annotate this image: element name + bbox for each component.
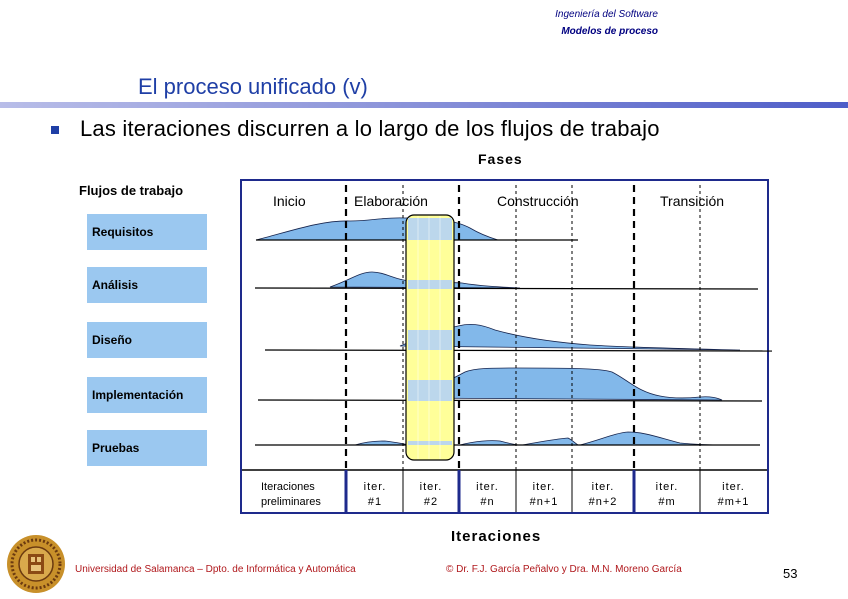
effort-areas [255, 217, 741, 446]
effort-area-pruebas-2 [459, 440, 521, 446]
workflows-heading: Flujos de trabajo [79, 183, 184, 198]
workflow-analisis: Análisis [87, 267, 207, 303]
effort-area-requisitos [255, 217, 499, 241]
workflow-requisitos: Requisitos [87, 214, 207, 250]
iterations-heading: Iteraciones [451, 528, 542, 545]
footer-authors: © Dr. F.J. García Peñalvo y Dra. M.N. Mo… [446, 564, 682, 575]
phase-construccion: Construcción [497, 193, 579, 209]
iteration-row-separators [402, 470, 701, 512]
header-topic: Modelos de proceso [561, 26, 658, 37]
iteration-number: #m [658, 496, 676, 508]
iteration-n-plus-2: iter. #n+2 [572, 480, 634, 510]
bullet-square-icon [51, 126, 59, 134]
iteration-label: iter. [722, 481, 745, 493]
iteration-number: #1 [367, 496, 383, 508]
baseline-implementacion [257, 399, 763, 402]
iteration-2: iter. #2 [403, 480, 459, 510]
title-underline [0, 102, 848, 108]
iteration-label: iter. [655, 481, 679, 493]
baseline-analisis [254, 287, 759, 290]
page-number: 53 [783, 566, 798, 581]
phase-transicion: Transición [660, 193, 725, 209]
iteration-m-plus-1: iter. #m+1 [700, 480, 767, 510]
iteration-number: #m+1 [717, 496, 750, 508]
header-course: Ingeniería del Software [555, 9, 658, 20]
iteration-label: iter. [419, 481, 443, 493]
effort-area-pruebas-3 [521, 437, 580, 446]
phases-iterations-frame [240, 179, 769, 514]
iteration-number: #2 [423, 496, 439, 508]
iteration-number: #n+2 [588, 496, 618, 508]
iteration-2-highlight [405, 214, 455, 461]
phase-elaboracion: Elaboración [354, 193, 428, 209]
bullet-text: Las iteraciones discurren a lo largo de … [80, 116, 660, 141]
iteration-label: Iteraciones [261, 481, 315, 493]
iteration-preliminares: Iteraciones preliminares [244, 480, 344, 510]
iteration-label: iter. [363, 481, 387, 493]
iteration-label: iter. [476, 481, 499, 493]
workflow-diseno: Diseño [87, 322, 207, 358]
iteration-n: iter. #n [459, 480, 516, 510]
iteration-label: iter. [591, 481, 615, 493]
effort-area-implementacion [409, 367, 723, 401]
iteration-number: #n+1 [529, 496, 559, 508]
iteration-number: preliminares [261, 496, 321, 508]
slide-title: El proceso unificado (v) [138, 74, 368, 99]
iteration-row-phase-separators [344, 470, 636, 512]
iteration-number: #n [480, 496, 495, 508]
iteration-1: iter. #1 [347, 480, 403, 510]
phase-inicio: Inicio [273, 193, 306, 209]
university-seal-icon [7, 535, 65, 593]
iteration-m: iter. #m [634, 480, 700, 510]
phases-heading: Fases [478, 151, 523, 167]
iteration-n-plus-1: iter. #n+1 [516, 480, 572, 510]
baseline-diseno [264, 349, 773, 352]
iteration-label: iter. [532, 481, 556, 493]
footer-institution: Universidad de Salamanca – Dpto. de Info… [75, 564, 356, 575]
workflow-pruebas: Pruebas [87, 430, 207, 466]
workflow-implementacion: Implementación [87, 377, 207, 413]
effort-area-pruebas-4 [579, 431, 726, 446]
